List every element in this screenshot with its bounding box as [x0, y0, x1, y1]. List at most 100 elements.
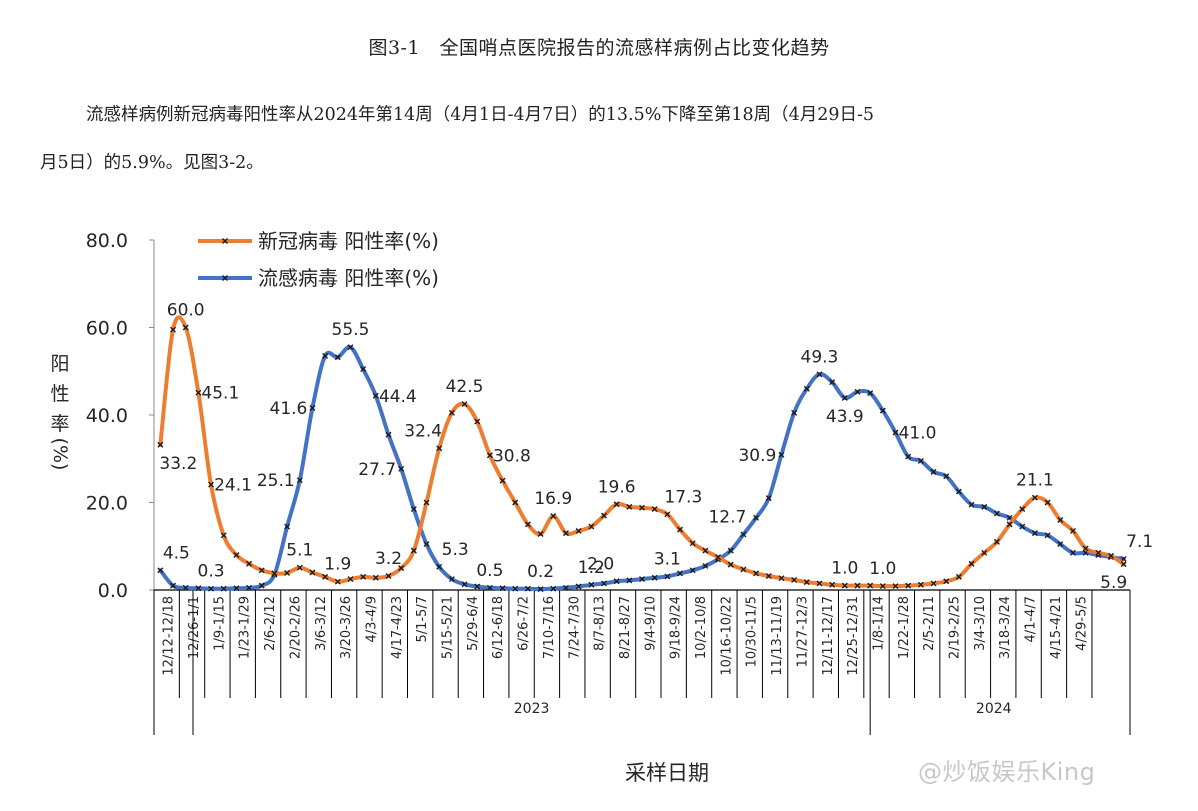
flu-legend-marker [222, 275, 228, 281]
covid-data-point [588, 523, 595, 530]
flu-data-label: 0.2 [527, 562, 554, 582]
covid-data-point [423, 499, 430, 506]
covid-data-point [512, 499, 519, 506]
covid-data-label: 19.6 [598, 477, 636, 497]
flu-data-point [182, 584, 189, 591]
flu-data-point [486, 584, 493, 591]
covid-data-point [943, 578, 950, 585]
covid-data-point [448, 409, 455, 416]
flu-data-point [474, 583, 481, 590]
y-tick-label: 80.0 [86, 230, 128, 252]
x-tick-label: 1/9-1/15 [212, 596, 227, 651]
covid-data-point [829, 581, 836, 588]
flu-data-point [562, 584, 569, 591]
x-tick-label: 4/3-4/9 [364, 596, 379, 643]
y-tick-label: 40.0 [86, 405, 128, 427]
covid-data-point [689, 540, 696, 547]
covid-data-point [258, 567, 265, 574]
covid-data-point [385, 573, 392, 579]
watermark-text: @炒饭娱乐King [918, 758, 1096, 786]
flu-data-point [917, 457, 924, 464]
flu-data-point [1069, 549, 1076, 556]
covid-data-point [398, 565, 405, 572]
flu-data-point [347, 344, 354, 351]
paragraph-line-1: 流感样病例新冠病毒阳性率从2024年第14周（4月1日-4月7日）的13.5%下… [86, 105, 875, 125]
flu-data-point [778, 451, 785, 458]
flu-data-point [537, 586, 544, 593]
flu-data-label: 1.2 [578, 558, 605, 578]
covid-data-point [410, 547, 417, 554]
flu-data-label: 55.5 [332, 320, 370, 340]
covid-data-label: 45.1 [201, 384, 239, 404]
covid-legend-marker [222, 238, 228, 244]
y-axis-label: 阳 [50, 353, 69, 375]
x-tick-label: 11/13-11/19 [770, 596, 785, 676]
x-tick-label: 5/15-5/21 [441, 596, 456, 659]
covid-data-label: 5.9 [1100, 573, 1127, 593]
covid-data-point [372, 574, 379, 581]
x-tick-label: 12/26-1/1 [187, 596, 202, 659]
covid-data-point [867, 582, 874, 589]
x-tick-label: 3/20-3/26 [339, 596, 354, 659]
flu-data-point [461, 581, 468, 588]
flu-data-label: 41.6 [270, 399, 308, 419]
covid-data-point [778, 575, 785, 582]
flu-data-point [436, 563, 443, 570]
covid-data-point [715, 554, 722, 561]
flu-data-point [930, 468, 937, 475]
covid-data-label: 3.2 [375, 549, 402, 569]
flu-data-point [423, 541, 430, 548]
flu-data-point [398, 465, 405, 472]
flu-data-point [968, 501, 975, 508]
x-tick-label: 7/24-7/30 [567, 596, 582, 659]
flu-data-point [829, 379, 836, 386]
x-tick-label: 10/16-10/22 [719, 596, 734, 676]
covid-data-point [677, 526, 684, 533]
flu-data-point [1057, 541, 1064, 548]
covid-data-label: 60.0 [167, 301, 205, 321]
flu-data-point [258, 582, 265, 589]
covid-data-point [195, 389, 202, 396]
x-tick-label: 1/8-1/14 [871, 596, 886, 651]
x-tick-label: 4/1-4/7 [1024, 596, 1039, 643]
covid-data-point [1082, 545, 1089, 552]
flu-data-point [626, 577, 633, 584]
covid-data-point [309, 569, 316, 576]
covid-data-point [347, 576, 354, 583]
y-axis-label: (%) [49, 438, 71, 471]
covid-data-point [626, 503, 633, 510]
covid-data-point [740, 566, 747, 573]
x-tick-label: 5/29-6/4 [466, 596, 481, 651]
covid-data-point [550, 513, 557, 520]
flu-data-point [499, 585, 506, 592]
flu-data-point [246, 584, 253, 591]
flu-data-point [981, 503, 988, 510]
flu-data-point [157, 567, 164, 574]
flu-data-point [740, 531, 747, 538]
flu-data-point [613, 578, 620, 585]
flu-data-label: 0.5 [476, 561, 503, 581]
flu-data-point [360, 366, 367, 373]
covid-data-point [955, 573, 962, 580]
flu-data-point [600, 580, 607, 587]
flu-data-label: 27.7 [358, 460, 396, 480]
covid-data-label: 1.0 [831, 559, 858, 579]
x-tick-label: 10/30-11/5 [745, 596, 760, 667]
flu-data-point [1019, 523, 1026, 530]
y-tick-label: 60.0 [86, 318, 128, 340]
flu-data-point [639, 576, 645, 583]
x-tick-label: 3/4-3/10 [973, 596, 988, 651]
covid-data-point [765, 573, 772, 579]
x-tick-label: 8/21-8/27 [618, 596, 633, 659]
flu-data-point [677, 570, 684, 577]
flu-data-point [892, 429, 899, 436]
figure-title: 图3-1 全国哨点医院报告的流感样病例占比变化趋势 [368, 37, 830, 59]
x-tick-label: 10/2-10/8 [694, 596, 709, 659]
covid-data-point [436, 445, 443, 452]
x-tick-label: 1/23-1/29 [238, 596, 253, 659]
covid-data-label: 16.9 [534, 489, 572, 509]
covid-data-point [1120, 561, 1127, 568]
covid-data-point [892, 583, 899, 590]
flu-data-point [905, 453, 912, 460]
flu-data-point [791, 409, 798, 416]
